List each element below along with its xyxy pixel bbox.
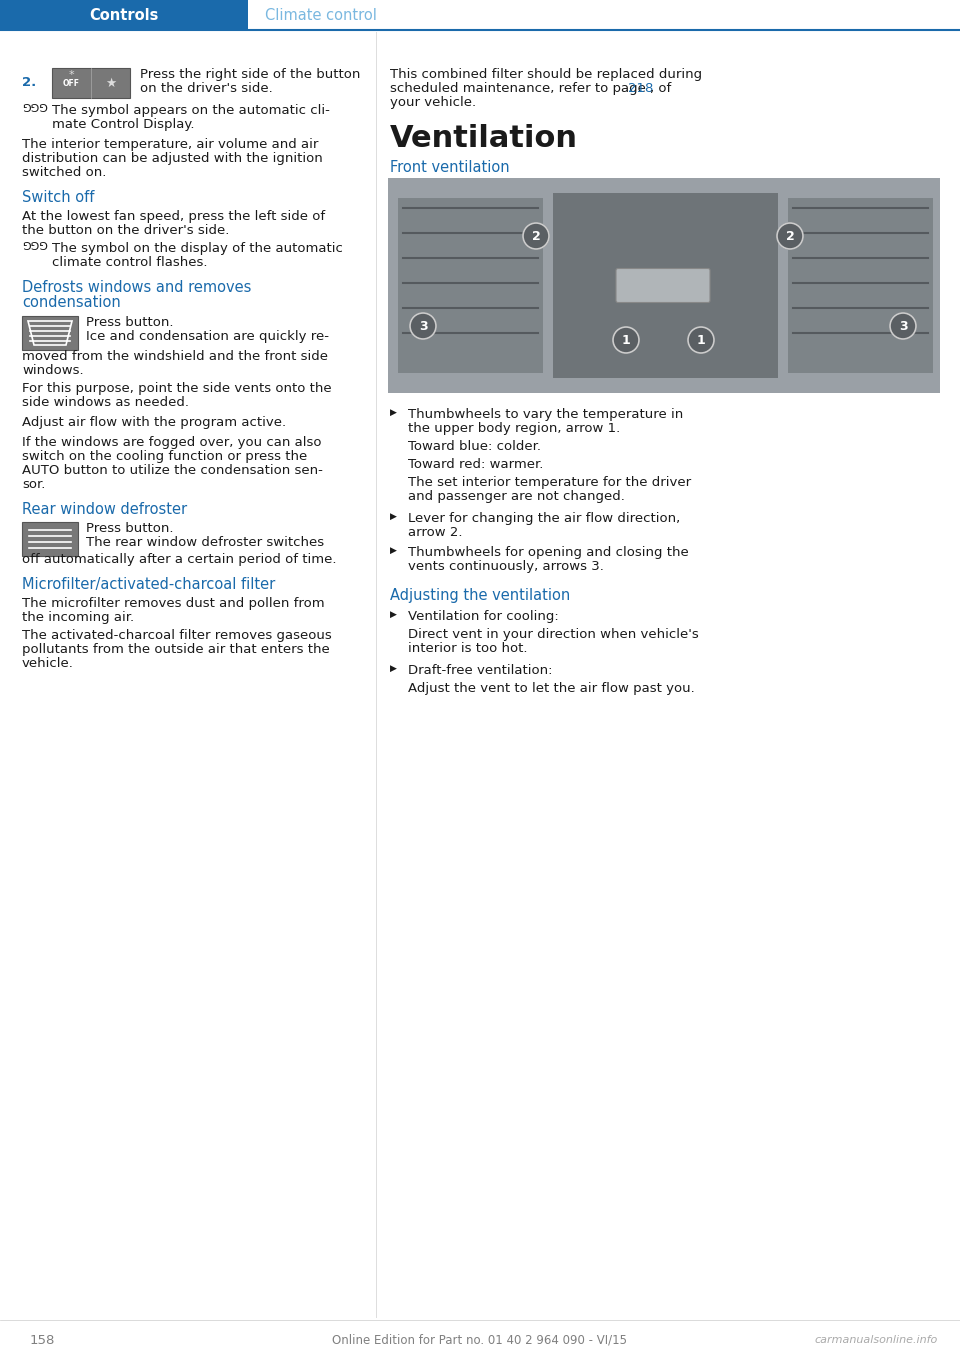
Text: on the driver's side.: on the driver's side.	[140, 82, 273, 95]
FancyBboxPatch shape	[22, 316, 78, 350]
Text: Adjust the vent to let the air flow past you.: Adjust the vent to let the air flow past…	[408, 682, 695, 695]
Text: The rear window defroster switches: The rear window defroster switches	[86, 537, 324, 549]
Text: the incoming air.: the incoming air.	[22, 612, 134, 624]
Text: ★: ★	[106, 76, 116, 90]
Text: ▶: ▶	[390, 512, 396, 522]
Text: distribution can be adjusted with the ignition: distribution can be adjusted with the ig…	[22, 153, 323, 165]
Text: carmanualsonline.info: carmanualsonline.info	[815, 1335, 938, 1346]
Circle shape	[890, 313, 916, 339]
Text: Online Edition for Part no. 01 40 2 964 090 - VI/15: Online Edition for Part no. 01 40 2 964 …	[332, 1333, 628, 1347]
FancyBboxPatch shape	[388, 178, 940, 394]
Circle shape	[410, 313, 436, 339]
Circle shape	[523, 223, 549, 249]
Text: Defrosts windows and removes: Defrosts windows and removes	[22, 281, 252, 296]
Text: pollutants from the outside air that enters the: pollutants from the outside air that ent…	[22, 643, 329, 656]
Text: The symbol appears on the automatic cli-: The symbol appears on the automatic cli-	[52, 104, 330, 117]
Text: 158: 158	[30, 1333, 56, 1347]
Text: Front ventilation: Front ventilation	[390, 159, 510, 174]
Text: windows.: windows.	[22, 364, 84, 377]
Text: Direct vent in your direction when vehicle's: Direct vent in your direction when vehic…	[408, 628, 699, 642]
Text: scheduled maintenance, refer to page: scheduled maintenance, refer to page	[390, 82, 650, 95]
FancyBboxPatch shape	[553, 193, 778, 379]
Circle shape	[688, 327, 714, 353]
Text: The microfilter removes dust and pollen from: The microfilter removes dust and pollen …	[22, 597, 324, 610]
FancyBboxPatch shape	[52, 68, 130, 98]
Text: the upper body region, arrow 1.: the upper body region, arrow 1.	[408, 422, 620, 434]
Text: 3: 3	[899, 320, 907, 332]
Text: At the lowest fan speed, press the left side of: At the lowest fan speed, press the left …	[22, 210, 325, 223]
Text: Thumbwheels to vary the temperature in: Thumbwheels to vary the temperature in	[408, 409, 684, 421]
Text: Adjust air flow with the program active.: Adjust air flow with the program active.	[22, 415, 286, 429]
FancyBboxPatch shape	[22, 522, 78, 556]
Text: sor.: sor.	[22, 478, 45, 490]
Text: Rear window defroster: Rear window defroster	[22, 503, 187, 518]
Circle shape	[613, 327, 639, 353]
Text: 2: 2	[785, 230, 794, 242]
Text: 2: 2	[532, 230, 540, 242]
FancyBboxPatch shape	[0, 0, 960, 30]
Text: The symbol on the display of the automatic: The symbol on the display of the automat…	[52, 242, 343, 255]
Text: the button on the driver's side.: the button on the driver's side.	[22, 223, 229, 237]
Text: If the windows are fogged over, you can also: If the windows are fogged over, you can …	[22, 436, 322, 449]
Text: Switch off: Switch off	[22, 191, 94, 206]
Text: ⅁⅁⅁: ⅁⅁⅁	[22, 104, 48, 114]
FancyBboxPatch shape	[0, 0, 248, 30]
Text: Press button.: Press button.	[86, 522, 174, 535]
Text: arrow 2.: arrow 2.	[408, 526, 463, 539]
Text: 218: 218	[628, 82, 654, 95]
Text: vehicle.: vehicle.	[22, 656, 74, 670]
Text: Ice and condensation are quickly re-: Ice and condensation are quickly re-	[86, 330, 329, 343]
Text: Ventilation: Ventilation	[390, 124, 578, 153]
Text: 1: 1	[622, 334, 631, 346]
Text: ▶: ▶	[390, 610, 396, 618]
Text: Lever for changing the air flow direction,: Lever for changing the air flow directio…	[408, 512, 681, 524]
Text: vents continuously, arrows 3.: vents continuously, arrows 3.	[408, 560, 604, 573]
Text: off automatically after a certain period of time.: off automatically after a certain period…	[22, 553, 337, 567]
Text: For this purpose, point the side vents onto the: For this purpose, point the side vents o…	[22, 381, 331, 395]
Text: side windows as needed.: side windows as needed.	[22, 396, 189, 409]
FancyBboxPatch shape	[398, 197, 543, 373]
FancyBboxPatch shape	[616, 268, 710, 302]
Text: *: *	[68, 69, 74, 80]
Text: Adjusting the ventilation: Adjusting the ventilation	[390, 588, 570, 603]
Circle shape	[777, 223, 803, 249]
Text: ▶: ▶	[390, 546, 396, 554]
Text: Press the right side of the button: Press the right side of the button	[140, 68, 360, 80]
Text: switch on the cooling function or press the: switch on the cooling function or press …	[22, 449, 307, 463]
Text: The interior temperature, air volume and air: The interior temperature, air volume and…	[22, 138, 319, 151]
Text: ▶: ▶	[390, 409, 396, 417]
Text: The activated-charcoal filter removes gaseous: The activated-charcoal filter removes ga…	[22, 629, 332, 642]
Text: 1: 1	[697, 334, 706, 346]
Text: Microfilter/activated-charcoal filter: Microfilter/activated-charcoal filter	[22, 577, 276, 592]
Text: Draft-free ventilation:: Draft-free ventilation:	[408, 665, 553, 677]
Text: 2.: 2.	[22, 76, 36, 89]
Text: and passenger are not changed.: and passenger are not changed.	[408, 490, 625, 503]
Text: Thumbwheels for opening and closing the: Thumbwheels for opening and closing the	[408, 546, 688, 558]
Text: Press button.: Press button.	[86, 316, 174, 330]
Text: ⅁⅁⅁: ⅁⅁⅁	[22, 242, 48, 252]
Text: ▶: ▶	[390, 665, 396, 673]
Text: OFF: OFF	[62, 79, 80, 87]
Text: switched on.: switched on.	[22, 166, 107, 178]
Text: Toward red: warmer.: Toward red: warmer.	[408, 458, 543, 471]
Text: The set interior temperature for the driver: The set interior temperature for the dri…	[408, 475, 691, 489]
Text: Climate control: Climate control	[265, 8, 377, 23]
Text: , of: , of	[650, 82, 671, 95]
Text: interior is too hot.: interior is too hot.	[408, 642, 527, 655]
Text: mate Control Display.: mate Control Display.	[52, 118, 195, 131]
Text: Toward blue: colder.: Toward blue: colder.	[408, 440, 541, 454]
Text: climate control flashes.: climate control flashes.	[52, 256, 207, 270]
Text: Ventilation for cooling:: Ventilation for cooling:	[408, 610, 559, 622]
FancyBboxPatch shape	[788, 197, 933, 373]
Text: condensation: condensation	[22, 296, 121, 311]
Text: AUTO button to utilize the condensation sen-: AUTO button to utilize the condensation …	[22, 464, 323, 477]
Text: your vehicle.: your vehicle.	[390, 95, 476, 109]
Text: This combined filter should be replaced during: This combined filter should be replaced …	[390, 68, 702, 80]
Text: 3: 3	[419, 320, 427, 332]
Text: moved from the windshield and the front side: moved from the windshield and the front …	[22, 350, 328, 364]
Text: Controls: Controls	[89, 8, 158, 23]
